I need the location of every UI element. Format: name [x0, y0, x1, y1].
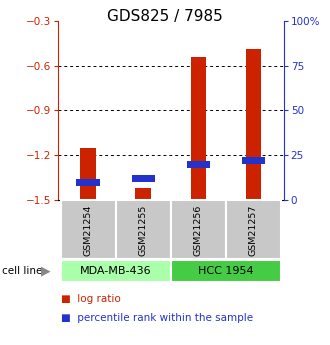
Bar [132, 175, 155, 182]
Bar [226, 200, 281, 259]
Bar [246, 49, 261, 200]
Bar [115, 200, 171, 259]
Text: ▶: ▶ [41, 265, 51, 278]
Bar [187, 161, 210, 168]
Text: GSM21256: GSM21256 [194, 205, 203, 256]
Text: cell line: cell line [2, 266, 42, 276]
Bar [60, 260, 171, 282]
Text: MDA-MB-436: MDA-MB-436 [80, 266, 151, 276]
Text: GSM21257: GSM21257 [249, 205, 258, 256]
Bar [242, 157, 265, 164]
Text: HCC 1954: HCC 1954 [198, 266, 254, 276]
Bar [77, 179, 100, 186]
Text: GDS825 / 7985: GDS825 / 7985 [107, 9, 223, 23]
Bar [81, 148, 96, 200]
Text: GSM21254: GSM21254 [83, 205, 93, 256]
Bar [136, 188, 151, 200]
Text: GSM21255: GSM21255 [139, 205, 148, 256]
Bar [171, 260, 281, 282]
Text: ■  log ratio: ■ log ratio [61, 295, 121, 304]
Text: ■  percentile rank within the sample: ■ percentile rank within the sample [61, 314, 253, 323]
Bar [171, 200, 226, 259]
Bar [60, 200, 116, 259]
Bar [191, 57, 206, 200]
